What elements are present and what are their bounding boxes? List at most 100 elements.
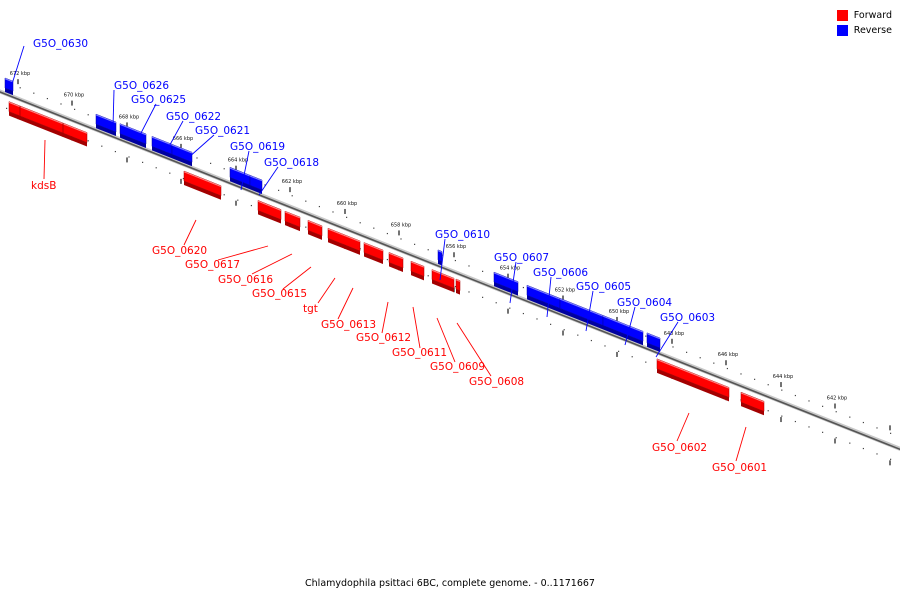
legend: Forward Reverse	[836, 8, 892, 38]
gene-highlight	[656, 358, 730, 389]
axis-tick-label: 644 kbp	[773, 374, 793, 380]
axis-minor-tick	[250, 204, 252, 207]
gene-leader-line	[112, 89, 115, 128]
axis-minor-tick	[631, 356, 633, 358]
gene-leader-line	[676, 412, 690, 442]
axis-minor-tick	[781, 389, 783, 391]
axis-minor-tick	[713, 362, 715, 364]
gene-label: G5O_0612	[356, 332, 411, 344]
gene-box	[656, 358, 730, 398]
axis-minor-tick	[468, 265, 470, 267]
axis-tick-label: 648 kbp	[664, 331, 684, 337]
gene-highlight	[307, 220, 323, 228]
gene-leader-line	[317, 277, 336, 304]
gene-leader-line	[585, 290, 594, 332]
gene-highlight	[602, 315, 644, 333]
axis-minor-tick	[835, 437, 837, 439]
axis-minor-tick	[822, 405, 824, 407]
gene-highlight	[4, 78, 14, 83]
gene-feature-kdsb	[8, 101, 88, 147]
gene-leader-line	[735, 426, 747, 462]
gene-labels: G5O_0630 G5O_0626 G5O_0625 G5O_0622 G5O_0621…	[11, 38, 767, 474]
axis-minor-tick	[890, 432, 892, 434]
axis-line	[0, 91, 900, 451]
axis-tick-label: 654 kbp	[500, 266, 520, 272]
axis-minor-tick	[386, 232, 388, 235]
gene-label: G5O_0607	[494, 252, 549, 264]
gene-label: tgt	[303, 303, 318, 315]
axis-minor-tick	[400, 238, 402, 240]
gene-shadow	[184, 181, 221, 200]
gene-label: G5O_0622	[166, 111, 221, 123]
gene-highlight	[183, 171, 222, 187]
gene-feature-g5o-0609	[431, 269, 455, 293]
gene-shadow	[96, 124, 116, 137]
gene-shadow	[741, 402, 764, 416]
gene-feature-g5o-0620	[183, 170, 222, 200]
gene-shadow	[411, 271, 424, 281]
axis-ticks: 672 kbp 670 kbp 668 kbp 666 kbp 664 kbp 662 k…	[6, 71, 892, 466]
gene-shadow	[120, 133, 146, 148]
axis-tick-label: 666 kbp	[173, 136, 193, 142]
gene-feature-g5o-0621	[171, 143, 193, 167]
gene-box	[119, 123, 147, 145]
gene-shadow	[152, 146, 172, 159]
axis-minor-tick	[386, 258, 388, 261]
gene-shadow	[647, 342, 660, 353]
gene-leader-line	[546, 276, 552, 318]
gene-features	[4, 77, 765, 416]
axis-minor-tick	[563, 329, 565, 331]
axis-minor-tick	[359, 222, 361, 224]
axis-tick-label: 652 kbp	[555, 288, 575, 294]
gene-feature-g5o-0611	[410, 260, 425, 281]
gene-highlight	[388, 252, 404, 260]
axis-tick-label: 658 kbp	[391, 222, 411, 228]
axis-minor-tick	[223, 168, 225, 170]
axis-minor-tick	[454, 259, 456, 262]
gene-label: G5O_0621	[195, 125, 250, 137]
gene-box	[8, 101, 88, 143]
axis-minor-tick	[754, 378, 756, 380]
axis-minor-tick	[726, 367, 728, 370]
axis-minor-tick	[373, 227, 375, 229]
axis-tick-label: 656 kbp	[446, 244, 466, 250]
gene-highlight	[740, 392, 765, 403]
gene-shadow	[657, 368, 729, 402]
gene-feature-g5o-0617	[257, 200, 282, 224]
gene-highlight	[229, 167, 251, 177]
gene-label: G5O_0630	[33, 38, 88, 50]
axis-minor-tick	[346, 216, 348, 218]
axis-tick-label: 642 kbp	[827, 395, 847, 401]
axis-minor-tick	[590, 339, 592, 342]
gene-feature-g5o-0601	[740, 391, 765, 416]
axis-minor-tick	[237, 199, 239, 201]
gene-box	[284, 210, 301, 228]
axis-minor-tick	[862, 447, 864, 450]
axis-minor-tick	[482, 296, 484, 298]
gene-feature-g5o-0605	[559, 297, 604, 330]
gene-box	[646, 332, 661, 349]
gene-shadow	[230, 177, 250, 190]
gene-label: G5O_0608	[469, 376, 524, 388]
gene-shadow	[258, 210, 281, 224]
gene-feature-g5o-0603	[646, 332, 661, 353]
axis-minor-tick	[305, 200, 307, 202]
gene-feature-g5o-0615	[307, 219, 323, 240]
gene-label: G5O_0619	[230, 141, 285, 153]
gene-leader-line	[381, 301, 389, 334]
gene-highlight	[431, 269, 455, 280]
gene-box	[183, 170, 222, 197]
axis-minor-tick	[781, 415, 783, 417]
axis-minor-tick	[128, 156, 130, 158]
gene-leader-line	[439, 238, 446, 281]
gene-leader-line	[240, 150, 250, 191]
gene-shadow	[308, 230, 322, 240]
axis-minor-tick	[686, 351, 688, 353]
gene-leader-line	[655, 321, 679, 358]
genome-axis	[0, 89, 900, 451]
axis-minor-tick	[454, 285, 456, 288]
gene-leader-line	[258, 166, 279, 196]
gene-leader-line	[436, 317, 456, 363]
axis-minor-tick	[509, 307, 511, 309]
